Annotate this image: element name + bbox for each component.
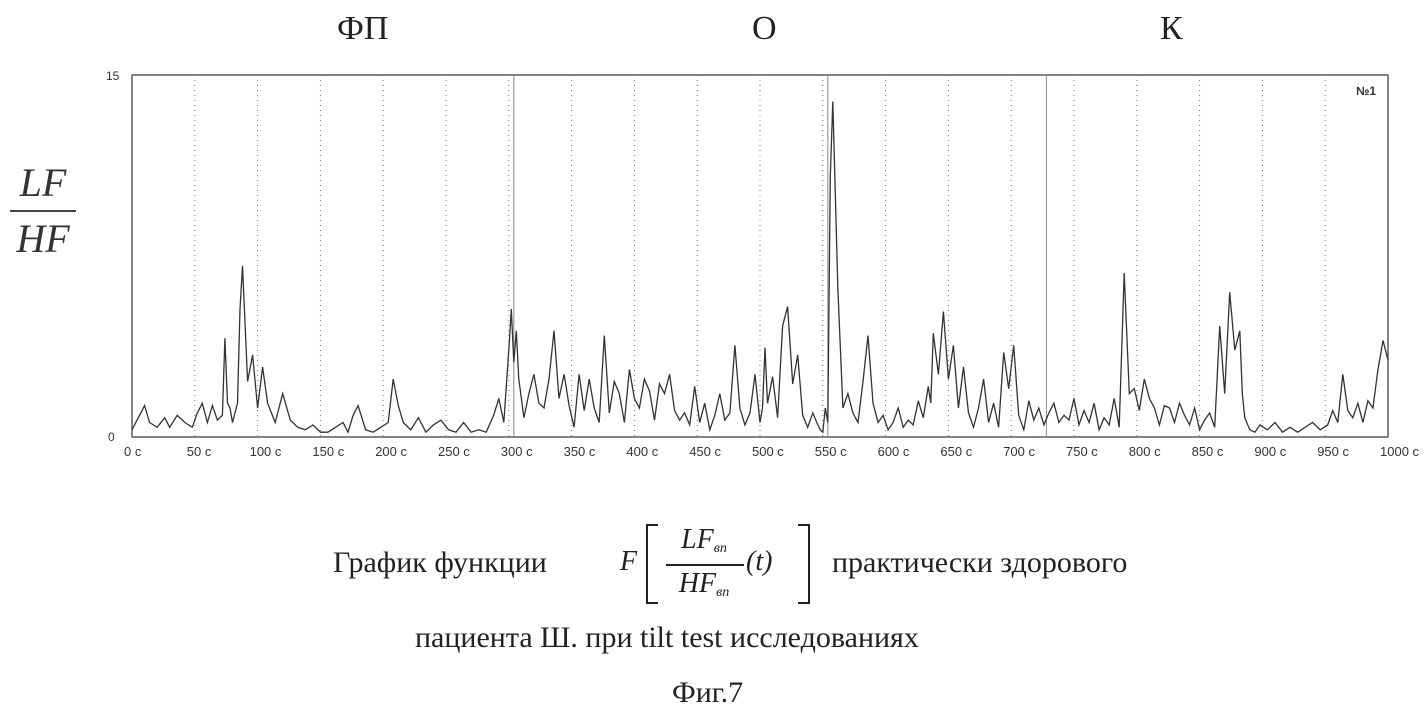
x-tick-label: 1000 с — [1380, 444, 1420, 459]
x-tick-label: 300 с — [501, 444, 533, 459]
formula-argument: (t) — [746, 546, 773, 577]
grid-lines — [194, 75, 1326, 437]
formula-fraction-bar — [666, 564, 744, 566]
y-label-denominator: HF — [16, 216, 70, 261]
formula-function-name: F — [620, 546, 638, 577]
x-tick-label: 400 с — [626, 444, 658, 459]
x-tick-label: 700 с — [1003, 444, 1035, 459]
x-tick-label: 750 с — [1066, 444, 1098, 459]
x-tick-label: 450 с — [689, 444, 721, 459]
x-tick-label: 850 с — [1192, 444, 1224, 459]
y-label-numerator: LF — [19, 160, 67, 205]
x-tick-label: 50 с — [187, 444, 212, 459]
phase-label-fp: ФП — [337, 10, 389, 47]
x-tick-label: 650 с — [940, 444, 972, 459]
y-tick-label-bottom: 0 — [108, 430, 115, 444]
formula-right-bracket — [798, 524, 810, 604]
x-tick-label: 350 с — [564, 444, 596, 459]
phase-label-o: О — [752, 10, 777, 47]
x-tick-label: 950 с — [1317, 444, 1349, 459]
y-tick-label-top: 15 — [106, 69, 120, 83]
x-tick-label: 800 с — [1129, 444, 1161, 459]
chart: 0 с 50 с 100 с 150 с 200 с 250 с 300 с 350 с 400… — [106, 69, 1420, 459]
phase-label-k: К — [1160, 10, 1183, 47]
caption-formula: F LFвп HFвп (t) — [616, 518, 816, 608]
y-label-fraction-bar — [10, 210, 76, 212]
x-tick-label: 100 с — [250, 444, 282, 459]
caption-text-before-formula: График функции — [333, 546, 547, 579]
x-tick-label: 500 с — [752, 444, 784, 459]
y-axis-label: LF HF — [8, 160, 78, 262]
formula-denominator: HFвп — [678, 568, 730, 600]
x-tick-label: 150 с — [312, 444, 344, 459]
x-tick-labels: 0 с 50 с 100 с 150 с 200 с 250 с 300 с 350 с 400… — [124, 444, 1420, 459]
caption-line-2: пациента Ш. при tilt test исследованиях — [415, 621, 919, 654]
formula-left-bracket — [646, 524, 658, 604]
caption-text-after-formula: практически здорового — [832, 546, 1128, 579]
x-tick-label: 250 с — [438, 444, 470, 459]
formula-numerator: LFвп — [681, 524, 727, 556]
figure-number: Фиг.7 — [672, 676, 744, 709]
x-tick-label: 600 с — [878, 444, 910, 459]
lf-hf-series-line — [131, 101, 1389, 434]
chart-badge: №1 — [1356, 84, 1376, 98]
x-tick-label: 550 с — [815, 444, 847, 459]
x-tick-label: 900 с — [1254, 444, 1286, 459]
x-tick-label: 200 с — [375, 444, 407, 459]
x-tick-label: 0 с — [124, 444, 142, 459]
